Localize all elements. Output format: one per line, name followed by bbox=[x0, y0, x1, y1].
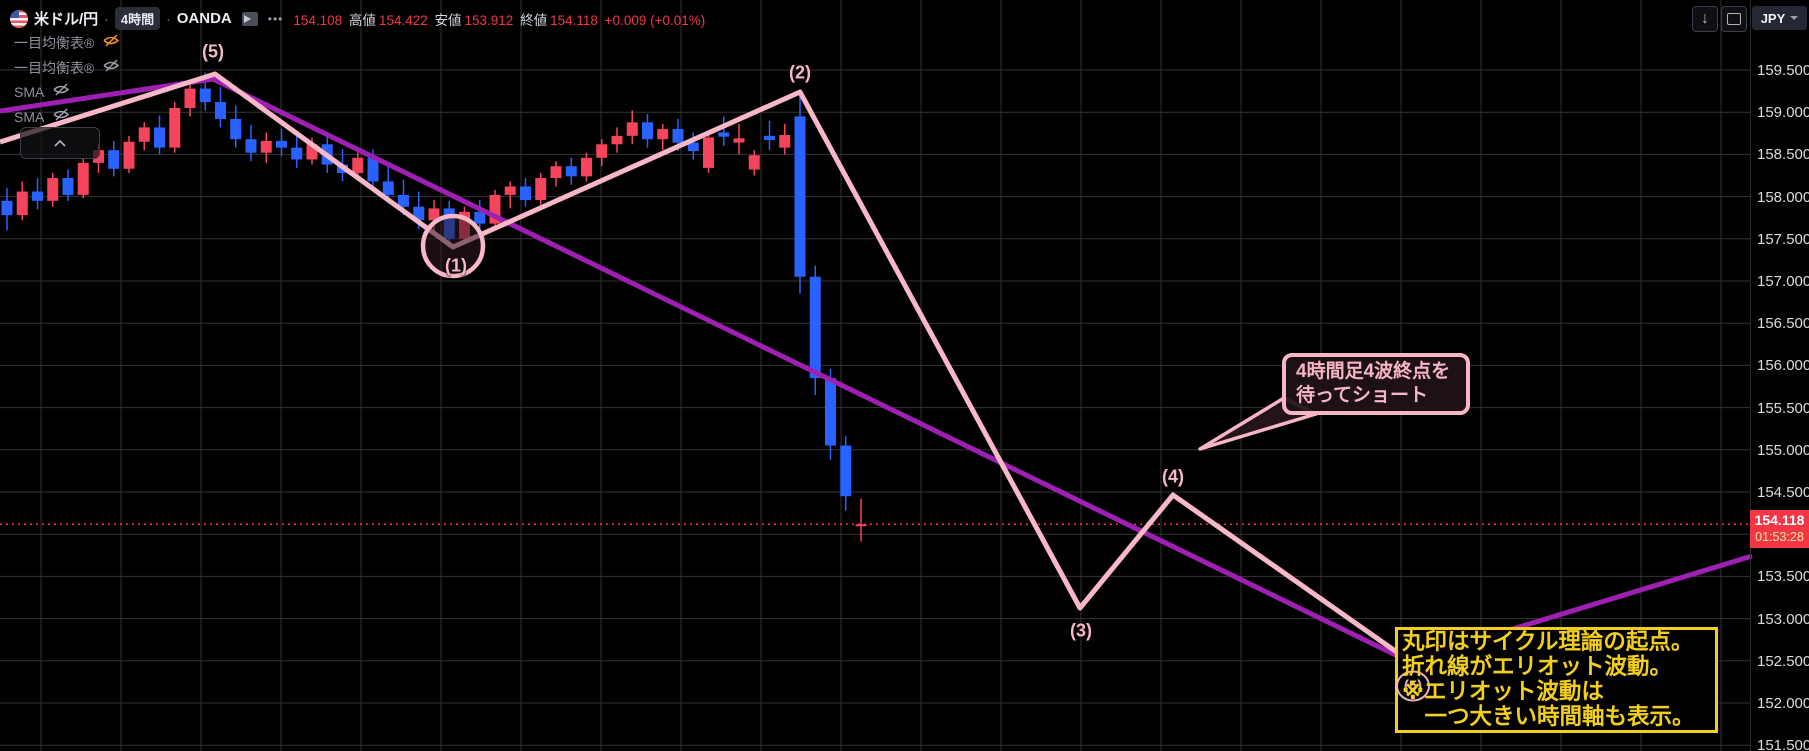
low-value: 153.912 bbox=[464, 12, 514, 28]
ohlc-readout: 154.108 高値 154.422 安値 153.912 終値 154.118 +0… bbox=[293, 9, 708, 29]
note-line3: ※エリオット波動は bbox=[1402, 679, 1604, 704]
note-box-drawing[interactable] bbox=[1395, 627, 1718, 733]
symbol-header: 米ドル/円 · 4時間 · OANDA ••• 154.108 高値 154.42… bbox=[10, 7, 708, 30]
price-axis-label: 159.000 bbox=[1757, 104, 1809, 122]
maximize-chart-button[interactable] bbox=[1721, 6, 1747, 32]
wave-label-(4): (4) bbox=[1162, 466, 1184, 487]
indicator-name: 一目均衡表® bbox=[14, 35, 95, 51]
high-value: 154.422 bbox=[378, 12, 428, 28]
price-axis-label: 158.000 bbox=[1757, 188, 1809, 206]
price-axis-label: 158.500 bbox=[1757, 146, 1809, 164]
indicator-name: SMA bbox=[14, 109, 45, 125]
visibility-off-icon[interactable] bbox=[52, 83, 70, 101]
price-axis-separator bbox=[1750, 0, 1751, 751]
visibility-off-icon[interactable] bbox=[102, 59, 120, 77]
price-axis-label: 159.500 bbox=[1757, 62, 1809, 79]
indicator-row-ichimoku-2: 一目均衡表® bbox=[14, 58, 120, 78]
wave-label-(5): (5) bbox=[1396, 670, 1430, 702]
data-source: OANDA bbox=[176, 10, 232, 27]
wave-label-(5): (5) bbox=[202, 41, 224, 62]
indicator-row-sma-2: SMA bbox=[14, 108, 70, 126]
down-arrow-icon: ↓ bbox=[1701, 10, 1709, 27]
low-label: 安値 bbox=[434, 12, 462, 28]
note-line1: 丸印はサイクル理論の起点。 bbox=[1402, 629, 1694, 654]
current-price-tag: 154.118 01:53:28 bbox=[1750, 510, 1809, 548]
close-label: 終値 bbox=[520, 12, 548, 28]
us-flag-icon bbox=[10, 9, 28, 28]
price-axis-label: 155.000 bbox=[1757, 441, 1809, 459]
high-label: 高値 bbox=[348, 12, 376, 28]
symbol-name[interactable]: 米ドル/円 bbox=[34, 11, 99, 28]
indicator-row-ichimoku-1: 一目均衡表® bbox=[14, 33, 120, 53]
price-axis-label: 153.000 bbox=[1757, 610, 1809, 628]
chart-source-icon bbox=[241, 11, 258, 26]
price-axis-label: 153.500 bbox=[1757, 568, 1809, 586]
note-box-text: 丸印はサイクル理論の起点。 折れ線がエリオット波動。 ※エリオット波動は 一つ大… bbox=[1402, 629, 1714, 729]
note-line2: 折れ線がエリオット波動。 bbox=[1402, 654, 1673, 679]
wave-label-(2): (2) bbox=[789, 62, 811, 83]
indicator-name: 一目均衡表® bbox=[14, 60, 95, 76]
currency-label: JPY bbox=[1760, 10, 1786, 26]
separator-dot: · bbox=[104, 10, 109, 27]
maximize-icon bbox=[1727, 13, 1741, 25]
indicator-row-sma-1: SMA bbox=[14, 83, 70, 101]
open-value: 154.108 bbox=[293, 12, 343, 28]
visibility-off-icon[interactable] bbox=[52, 108, 70, 126]
price-axis-label: 151.500 bbox=[1757, 737, 1809, 751]
price-axis[interactable]: 159.500 159.000 158.500 158.000 157.500 157.0… bbox=[1750, 0, 1809, 751]
close-value: 154.118 bbox=[550, 12, 598, 28]
price-axis-label: 152.000 bbox=[1757, 695, 1809, 712]
chevron-down-icon bbox=[1790, 16, 1799, 20]
chevron-up-icon bbox=[54, 139, 66, 147]
price-axis-label: 155.500 bbox=[1757, 399, 1809, 417]
price-axis-label: 152.500 bbox=[1757, 652, 1809, 670]
note-line4: 一つ大きい時間軸も表示。 bbox=[1402, 704, 1695, 729]
indicator-name: SMA bbox=[14, 84, 45, 100]
bar-countdown: 01:53:28 bbox=[1755, 529, 1804, 544]
price-axis-label: 154.500 bbox=[1757, 484, 1809, 501]
price-axis-label: 156.000 bbox=[1757, 357, 1809, 375]
timeframe-button[interactable]: 4時間 bbox=[114, 7, 161, 30]
more-options-button[interactable]: ••• bbox=[267, 11, 284, 26]
scroll-to-recent-button[interactable]: ↓ bbox=[1692, 6, 1718, 32]
wave-label-(1): (1) bbox=[445, 255, 467, 276]
visibility-off-icon[interactable] bbox=[102, 34, 120, 52]
current-price: 154.118 bbox=[1754, 512, 1805, 528]
separator-dot: · bbox=[166, 10, 171, 27]
callout-line2: 待ってショート bbox=[1296, 385, 1429, 406]
callout-drawing[interactable]: 4時間足4波終点を 待ってショート bbox=[1282, 353, 1470, 415]
price-axis-label: 157.000 bbox=[1757, 273, 1809, 290]
price-axis-label: 156.500 bbox=[1757, 315, 1809, 333]
wave-label-(3): (3) bbox=[1070, 620, 1092, 641]
collapse-legend-button[interactable] bbox=[20, 127, 100, 159]
change-value: +0.009 (+0.01%) bbox=[604, 12, 706, 28]
currency-dropdown[interactable]: JPY bbox=[1752, 6, 1807, 30]
price-axis-label: 157.500 bbox=[1757, 230, 1809, 248]
callout-line1: 4時間足4波終点を bbox=[1296, 361, 1451, 382]
